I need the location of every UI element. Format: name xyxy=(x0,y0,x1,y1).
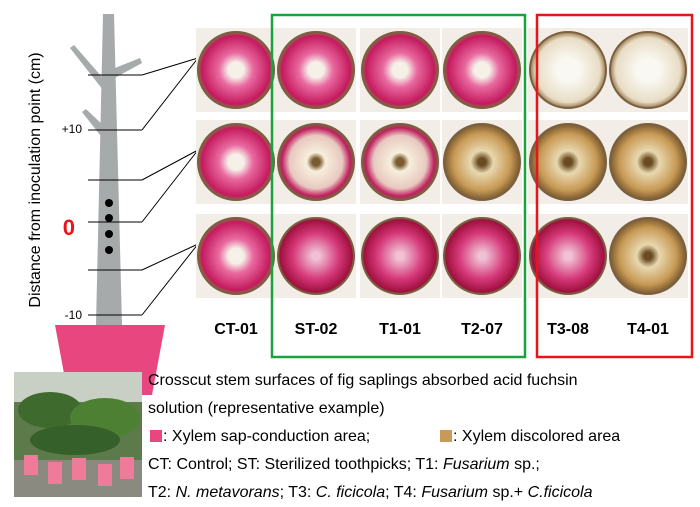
caption-segment: Fusarium xyxy=(443,456,510,473)
tick-label: +10 xyxy=(62,122,83,136)
caption-segment: ; T4: xyxy=(385,484,421,501)
tick-label: 0 xyxy=(63,215,75,240)
caption-segment: sp.+ xyxy=(488,484,528,501)
column-label: ST-02 xyxy=(295,321,338,338)
inoculation-dots xyxy=(105,199,113,254)
group-box-red xyxy=(535,13,694,359)
stem-section xyxy=(443,217,521,295)
column-labels: CT-01 ST-02 T1-01 T2-07 T3-08 T4-01 xyxy=(214,321,669,338)
sapling-photo xyxy=(14,372,142,497)
stem-section xyxy=(361,217,439,295)
caption-segment: Fusarium xyxy=(421,484,488,501)
stem-section xyxy=(197,217,275,295)
stem-section xyxy=(609,123,687,201)
caption-line: solution (representative example) xyxy=(148,400,385,417)
caption-segment: C. ficicola xyxy=(316,484,385,501)
stem-section xyxy=(443,31,521,109)
stem-section xyxy=(609,217,687,295)
stem-section xyxy=(277,123,355,201)
stem-section xyxy=(529,217,607,295)
stem-section xyxy=(529,123,607,201)
caption-segment: CT: Control; ST: Sterilized toothpicks; … xyxy=(148,456,443,473)
stem-section xyxy=(529,31,607,109)
axis-label: Distance from inoculation point (cm) xyxy=(27,52,44,307)
stem-section xyxy=(197,123,275,201)
stem-section xyxy=(277,31,355,109)
legend-text: : Xylem sap-conduction area; xyxy=(163,428,370,445)
column-label: T4-01 xyxy=(627,321,669,338)
tick-label: -10 xyxy=(65,308,83,322)
column-label: T2-07 xyxy=(461,321,503,338)
legend-swatch-pink xyxy=(150,430,162,442)
caption-segment: C.ficicola xyxy=(528,484,593,501)
group-box-green xyxy=(270,13,527,359)
caption-line: Crosscut stem surfaces of fig saplings a… xyxy=(148,372,578,389)
caption-abbreviations: CT: Control; ST: Sterilized toothpicks; … xyxy=(148,456,540,473)
caption-segment: N. metavorans xyxy=(176,484,280,501)
stem-section xyxy=(361,31,439,109)
cross-sections xyxy=(196,28,688,298)
sapling-diagram xyxy=(70,14,142,325)
stem-section xyxy=(361,123,439,201)
column-label: T1-01 xyxy=(379,321,421,338)
caption-segment: sp.; xyxy=(510,456,540,473)
legend-swatch-tan xyxy=(440,430,452,442)
stem-section xyxy=(277,217,355,295)
caption-segment: T2: xyxy=(148,484,176,501)
stem-section xyxy=(609,31,687,109)
caption-abbreviations: T2: N. metavorans; T3: C. ficicola; T4: … xyxy=(148,484,593,501)
column-label: CT-01 xyxy=(214,321,258,338)
stem-section xyxy=(443,123,521,201)
column-label: T3-08 xyxy=(547,321,589,338)
stem-section xyxy=(197,31,275,109)
caption-segment: ; T3: xyxy=(280,484,316,501)
tick-lines xyxy=(88,57,199,316)
legend-text: : Xylem discolored area xyxy=(453,428,620,445)
